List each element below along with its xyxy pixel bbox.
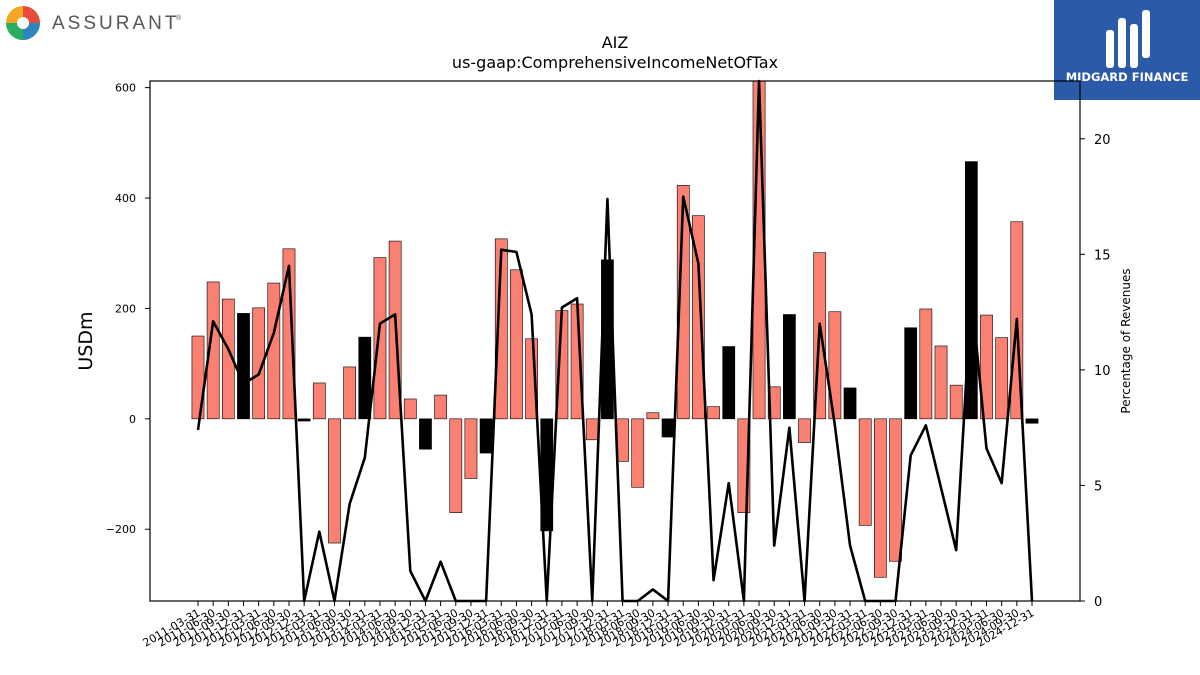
y2-axis: 0 5 10 15 20 bbox=[1080, 133, 1111, 610]
bar bbox=[282, 248, 296, 420]
y-tick-label: 400 bbox=[115, 192, 136, 205]
bar bbox=[767, 386, 781, 420]
bar bbox=[904, 327, 918, 420]
bar bbox=[419, 418, 432, 450]
bar bbox=[995, 337, 1009, 420]
y2-tick-label: 0 bbox=[1094, 595, 1102, 610]
bar bbox=[631, 418, 645, 488]
y2-tick-label: 10 bbox=[1094, 364, 1111, 379]
assurant-logo: ASSURANT ® bbox=[4, 4, 244, 42]
y-tick-label: 200 bbox=[115, 302, 136, 315]
plot-frame bbox=[149, 80, 1081, 602]
midgard-finance-logo: MIDGARD FINANCE bbox=[1054, 0, 1200, 100]
bar bbox=[373, 257, 387, 420]
bar bbox=[949, 384, 963, 420]
y2-tick-label: 15 bbox=[1094, 248, 1111, 263]
bar bbox=[889, 418, 902, 562]
bar bbox=[919, 308, 933, 420]
bar bbox=[434, 394, 447, 420]
y-tick-label: 600 bbox=[115, 82, 136, 95]
midgard-logo-text: MIDGARD FINANCE bbox=[1066, 70, 1189, 84]
bar bbox=[237, 313, 250, 420]
y-axis: −200 0 200 400 600 bbox=[106, 82, 150, 536]
bar bbox=[1025, 418, 1039, 424]
y2-tick-label: 5 bbox=[1094, 479, 1102, 494]
bar bbox=[692, 215, 705, 420]
y-tick-label: −200 bbox=[106, 523, 136, 536]
assurant-logo-text: ASSURANT bbox=[52, 13, 179, 34]
y2-axis-label: Percentage of Revenues bbox=[1119, 268, 1133, 413]
bar bbox=[343, 366, 357, 420]
midgard-logo-mark bbox=[1106, 10, 1150, 68]
bar bbox=[980, 314, 993, 420]
x-axis: 2011-03-312011-06-302011-09-302011-12-31… bbox=[141, 601, 1037, 650]
bar bbox=[934, 345, 948, 420]
bar bbox=[798, 418, 811, 443]
bar bbox=[722, 346, 736, 420]
bar bbox=[510, 269, 523, 420]
bar bbox=[494, 238, 508, 420]
chart-subtitle: us-gaap:ComprehensiveIncomeNetOfTax bbox=[452, 53, 778, 72]
bar bbox=[479, 418, 493, 454]
chart-title: AIZ bbox=[602, 33, 629, 52]
y-axis-label: USDm bbox=[75, 311, 97, 370]
y2-tick-label: 20 bbox=[1094, 133, 1111, 148]
bar bbox=[252, 307, 266, 420]
bar bbox=[297, 418, 311, 422]
bar bbox=[585, 418, 599, 441]
bar bbox=[267, 282, 281, 420]
bar bbox=[783, 314, 796, 420]
bar bbox=[661, 418, 675, 438]
assurant-logo-mark bbox=[6, 6, 40, 40]
bar bbox=[449, 418, 463, 513]
bar bbox=[221, 298, 235, 420]
bars-group bbox=[191, 80, 1039, 578]
bar bbox=[873, 418, 887, 578]
bar bbox=[843, 387, 857, 420]
bar bbox=[358, 336, 372, 420]
bar bbox=[707, 406, 720, 420]
bar bbox=[403, 398, 417, 420]
assurant-registered-mark: ® bbox=[176, 14, 182, 22]
bar bbox=[464, 418, 478, 479]
bar bbox=[312, 382, 326, 420]
bar bbox=[328, 418, 341, 544]
y-tick-label: 0 bbox=[129, 413, 136, 426]
bar bbox=[858, 418, 872, 526]
bar bbox=[206, 281, 220, 420]
bar bbox=[646, 412, 660, 420]
